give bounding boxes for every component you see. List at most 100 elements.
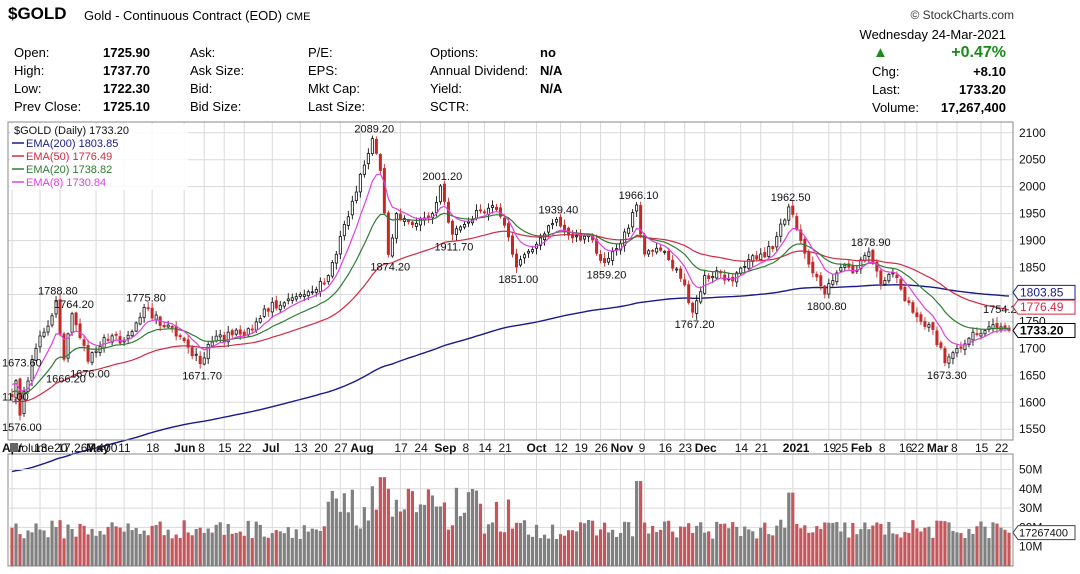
volume-bar — [959, 533, 963, 566]
volume-bar — [226, 523, 230, 566]
volume-legend: Volume 17,267,400 — [14, 441, 118, 455]
volume-bar — [234, 532, 238, 566]
volume-bar — [118, 527, 122, 566]
candle-body — [138, 316, 142, 325]
volume-bar — [246, 520, 250, 566]
volume-bar — [863, 522, 867, 566]
candle-body — [218, 334, 222, 338]
candle-body — [14, 380, 18, 399]
candle-body — [86, 345, 90, 362]
volume-bar — [843, 522, 847, 566]
volume-bar — [923, 527, 927, 566]
volume-bar — [602, 522, 607, 566]
volume-bar — [538, 538, 543, 566]
candle-body — [346, 216, 350, 226]
field-value: N/A — [540, 63, 563, 78]
x-tick-label: 16 — [659, 441, 673, 455]
brand-logo: © StockCharts.com — [910, 8, 1014, 22]
price-tag-box — [1012, 322, 1076, 338]
x-tick-label: Jul — [262, 441, 279, 455]
volume-bar — [987, 538, 991, 566]
candle-body — [795, 216, 799, 231]
volume-bar — [647, 533, 651, 566]
candle-body — [94, 350, 98, 353]
price-tag: 1733.20 — [1012, 322, 1076, 338]
candle-body — [671, 259, 675, 269]
candle-body — [202, 357, 206, 365]
candle-body — [923, 321, 927, 327]
price-annotation: 1962.50 — [771, 192, 811, 204]
volume-bar — [739, 536, 743, 566]
volume-bar — [570, 530, 575, 566]
volume-bar — [322, 526, 326, 566]
price-annotation: 1874.20 — [370, 261, 410, 273]
candle-body — [74, 312, 78, 326]
volume-bar — [715, 521, 719, 566]
volume-bar — [943, 521, 947, 566]
volume-bar — [747, 529, 751, 566]
volume-bar — [639, 481, 643, 566]
volume-bar — [286, 527, 290, 566]
field-label: Low: — [14, 81, 42, 96]
price-annotation: 1878.90 — [851, 237, 891, 249]
volume-bar — [939, 520, 943, 566]
volume-bar — [1007, 532, 1011, 566]
volume-bar — [238, 531, 242, 566]
volume-bar — [54, 527, 58, 566]
candle-body — [314, 289, 318, 293]
volume-bar — [494, 501, 499, 566]
candle-body — [126, 334, 130, 339]
candle-body — [579, 233, 583, 241]
candle-body — [919, 314, 923, 322]
volume-bar — [434, 506, 439, 566]
volume-bar — [422, 504, 427, 566]
volume-bar — [162, 535, 166, 566]
volume-bar — [90, 528, 94, 566]
volume-bar — [46, 537, 50, 566]
candle-body — [466, 221, 470, 224]
price-annotation: 1673.60 — [2, 358, 42, 370]
candle-body — [10, 393, 14, 398]
volume-bar — [763, 522, 767, 566]
volume-bar — [398, 511, 402, 566]
volume-bar — [158, 521, 162, 566]
volume-bar — [250, 538, 254, 566]
volume-bar — [114, 526, 118, 566]
field-value: 1722.30 — [103, 81, 150, 96]
candle-body — [18, 378, 22, 416]
volume-tick-label: 50M — [1019, 462, 1042, 476]
candle-body — [955, 347, 959, 354]
x-tick-label: 8 — [879, 441, 886, 455]
price-annotation: 1939.40 — [539, 204, 579, 216]
volume-bar — [663, 521, 667, 566]
volume-bar — [70, 529, 74, 566]
x-tick-label: 20 — [314, 441, 328, 455]
candle-body — [603, 258, 607, 263]
candle-body — [563, 224, 567, 231]
candle-body — [695, 300, 699, 314]
price-annotation: 11.00 — [2, 391, 29, 403]
volume-bar — [803, 525, 807, 566]
candle-body — [174, 325, 178, 337]
volume-bar — [358, 528, 362, 566]
volume-bar — [178, 538, 182, 566]
candle-body — [847, 263, 851, 268]
candle-body — [178, 335, 182, 337]
x-tick-label: 14 — [478, 441, 492, 455]
candle-body — [763, 251, 767, 258]
volume-bar — [346, 512, 350, 566]
volume-bar — [470, 488, 475, 566]
candle-body — [867, 251, 871, 257]
volume-bar — [370, 486, 374, 566]
volume-bar — [350, 489, 354, 566]
candle-body — [767, 246, 771, 257]
volume-bar — [771, 535, 775, 566]
candle-body — [142, 307, 146, 319]
candle-body — [82, 339, 86, 346]
volume-bar — [839, 531, 843, 566]
x-tick-label: May — [86, 441, 110, 455]
candle-body — [326, 275, 330, 282]
candle-body — [775, 236, 779, 248]
candle-body — [975, 333, 979, 336]
candle-body — [907, 300, 911, 303]
